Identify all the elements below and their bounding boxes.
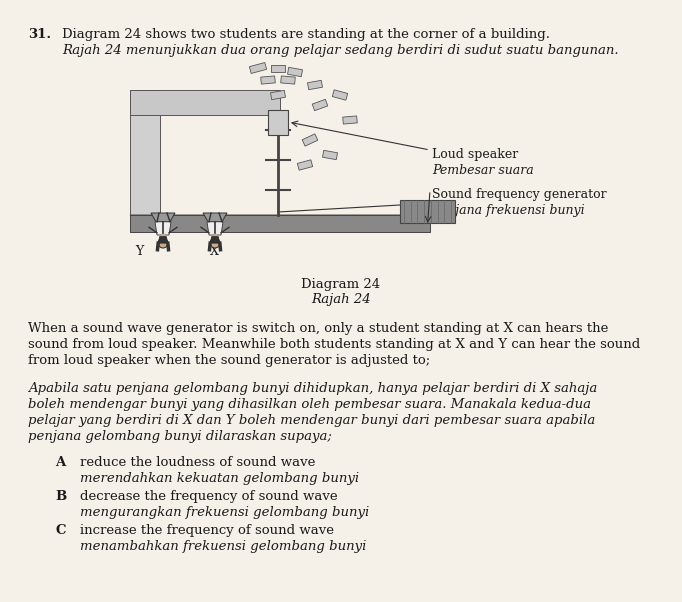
Text: Y: Y <box>135 245 143 258</box>
Polygon shape <box>130 215 445 223</box>
Bar <box>250 63 267 73</box>
Polygon shape <box>151 213 175 222</box>
Bar <box>288 67 303 76</box>
Bar <box>271 64 285 72</box>
Text: menambahkan frekuensi gelombang bunyi: menambahkan frekuensi gelombang bunyi <box>80 540 366 553</box>
Bar <box>308 80 323 90</box>
Bar <box>343 116 357 124</box>
Bar <box>271 90 286 100</box>
Text: 31.: 31. <box>28 28 51 41</box>
Text: merendahkan kekuatan gelombang bunyi: merendahkan kekuatan gelombang bunyi <box>80 472 359 485</box>
Text: When a sound wave generator is switch on, only a student standing at X can hears: When a sound wave generator is switch on… <box>28 322 608 335</box>
Bar <box>332 90 348 100</box>
Bar <box>261 76 276 84</box>
Bar <box>312 99 328 111</box>
Text: pelajar yang berdiri di X dan Y boleh mendengar bunyi dari pembesar suara apabil: pelajar yang berdiri di X dan Y boleh me… <box>28 414 595 427</box>
Polygon shape <box>207 222 223 235</box>
Polygon shape <box>203 213 227 222</box>
Text: penjana gelombang bunyi dilaraskan supaya;: penjana gelombang bunyi dilaraskan supay… <box>28 430 332 443</box>
Text: increase the frequency of sound wave: increase the frequency of sound wave <box>80 524 334 537</box>
Bar <box>268 110 288 135</box>
Text: Loud speaker: Loud speaker <box>432 148 518 161</box>
Bar <box>297 160 312 170</box>
Polygon shape <box>130 215 430 232</box>
Text: Sound frequency generator: Sound frequency generator <box>432 188 606 201</box>
Polygon shape <box>158 237 168 243</box>
Text: Penjana frekuensi bunyi: Penjana frekuensi bunyi <box>432 204 584 217</box>
Bar <box>400 200 455 223</box>
Text: B: B <box>55 490 66 503</box>
Text: sound from loud speaker. Meanwhile both students standing at X and Y can hear th: sound from loud speaker. Meanwhile both … <box>28 338 640 351</box>
Text: Diagram 24 shows two students are standing at the corner of a building.: Diagram 24 shows two students are standi… <box>62 28 550 41</box>
Text: Pembesar suara: Pembesar suara <box>432 164 534 177</box>
Polygon shape <box>155 222 171 235</box>
Bar <box>281 76 295 84</box>
Text: decrease the frequency of sound wave: decrease the frequency of sound wave <box>80 490 338 503</box>
Polygon shape <box>130 90 160 215</box>
Text: from loud speaker when the sound generator is adjusted to;: from loud speaker when the sound generat… <box>28 354 430 367</box>
Bar <box>323 150 338 160</box>
Polygon shape <box>210 237 220 243</box>
Text: mengurangkan frekuensi gelombang bunyi: mengurangkan frekuensi gelombang bunyi <box>80 506 369 519</box>
Text: Apabila satu penjana gelombang bunyi dihidupkan, hanya pelajar berdiri di X saha: Apabila satu penjana gelombang bunyi dih… <box>28 382 597 395</box>
Text: Rajah 24: Rajah 24 <box>311 293 371 306</box>
Text: Diagram 24: Diagram 24 <box>301 278 381 291</box>
Text: reduce the loudness of sound wave: reduce the loudness of sound wave <box>80 456 315 469</box>
Circle shape <box>210 238 220 248</box>
Polygon shape <box>130 90 280 115</box>
Circle shape <box>158 238 168 248</box>
Text: C: C <box>55 524 65 537</box>
Text: boleh mendengar bunyi yang dihasilkan oleh pembesar suara. Manakala kedua-dua: boleh mendengar bunyi yang dihasilkan ol… <box>28 398 591 411</box>
Text: A: A <box>55 456 65 469</box>
Text: Rajah 24 menunjukkan dua orang pelajar sedang berdiri di sudut suatu bangunan.: Rajah 24 menunjukkan dua orang pelajar s… <box>62 44 619 57</box>
Text: X: X <box>210 245 219 258</box>
Bar <box>302 134 318 146</box>
